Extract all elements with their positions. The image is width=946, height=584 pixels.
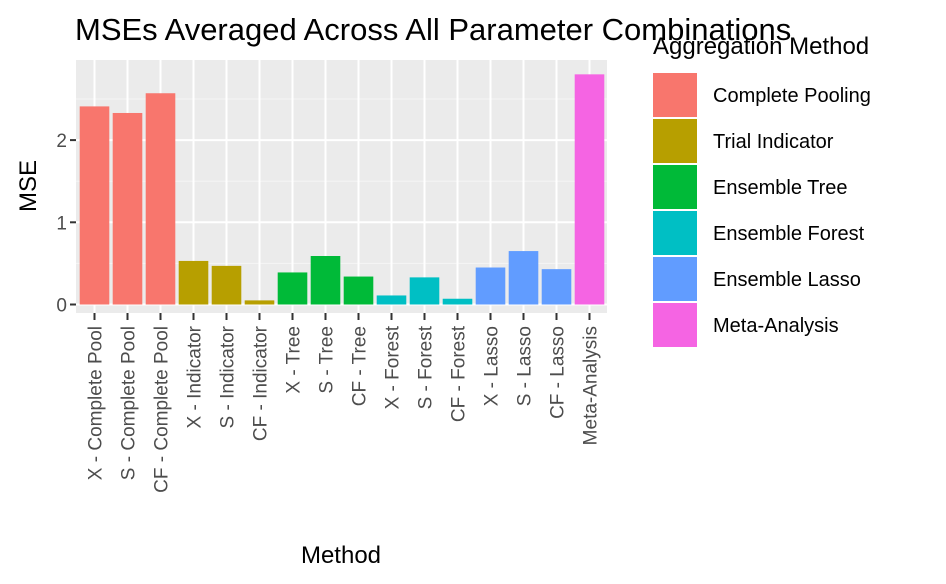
bar	[508, 251, 539, 305]
bar	[376, 295, 407, 305]
x-tick-label: S - Lasso	[515, 326, 536, 406]
y-tick-label: 0	[56, 296, 67, 317]
bar	[79, 106, 110, 305]
bar	[310, 256, 341, 305]
legend-label: Meta-Analysis	[713, 315, 839, 337]
bar	[442, 298, 473, 305]
bar	[145, 93, 176, 305]
bar	[277, 272, 308, 305]
bar	[409, 277, 440, 305]
x-tick-label: X - Tree	[284, 326, 305, 394]
x-axis: X - Complete Pool S - Complete Pool CF - C…	[86, 313, 602, 493]
bar	[541, 269, 572, 305]
legend-swatch	[653, 257, 697, 301]
x-tick-label: S - Tree	[317, 326, 338, 394]
legend-swatch	[653, 303, 697, 347]
x-tick-label: CF - Lasso	[548, 326, 569, 419]
legend-label: Ensemble Lasso	[713, 269, 861, 291]
y-axis: 0 1 2	[56, 131, 76, 317]
x-tick-label: X - Indicator	[185, 325, 206, 428]
legend-swatch	[653, 165, 697, 209]
x-tick-label: CF - Indicator	[251, 325, 272, 441]
x-tick-label: S - Complete Pool	[119, 326, 140, 480]
legend-swatch	[653, 73, 697, 117]
y-tick-label: 1	[56, 213, 67, 234]
y-tick-label: 2	[56, 131, 67, 152]
legend-label: Ensemble Forest	[713, 223, 865, 245]
x-tick-label: Meta-Analysis	[581, 326, 602, 445]
legend-label: Ensemble Tree	[713, 177, 848, 199]
x-tick-label: CF - Complete Pool	[152, 326, 173, 493]
bar	[475, 267, 506, 305]
legend-swatch	[653, 119, 697, 163]
chart-title: MSEs Averaged Across All Parameter Combi…	[75, 12, 791, 47]
bars	[79, 74, 605, 305]
bar	[574, 74, 605, 305]
legend-title: Aggregation Method	[653, 33, 869, 60]
x-tick-label: CF - Tree	[350, 326, 371, 406]
legend-swatch	[653, 211, 697, 255]
legend-label: Trial Indicator	[713, 131, 834, 153]
x-axis-label: Method	[301, 542, 381, 569]
x-tick-label: X - Forest	[383, 325, 404, 409]
bar	[178, 260, 209, 305]
bar	[211, 265, 242, 305]
x-tick-label: S - Indicator	[218, 325, 239, 428]
bar	[112, 112, 143, 305]
x-tick-label: X - Complete Pool	[86, 326, 107, 480]
legend: Aggregation Method Complete Pooling Trial…	[653, 33, 871, 347]
y-axis-label: MSE	[15, 160, 42, 212]
x-tick-label: X - Lasso	[482, 326, 503, 406]
x-tick-label: S - Forest	[416, 325, 437, 409]
bar	[244, 300, 275, 305]
x-tick-label: CF - Forest	[449, 325, 470, 422]
legend-label: Complete Pooling	[713, 85, 871, 107]
bar	[343, 276, 374, 305]
